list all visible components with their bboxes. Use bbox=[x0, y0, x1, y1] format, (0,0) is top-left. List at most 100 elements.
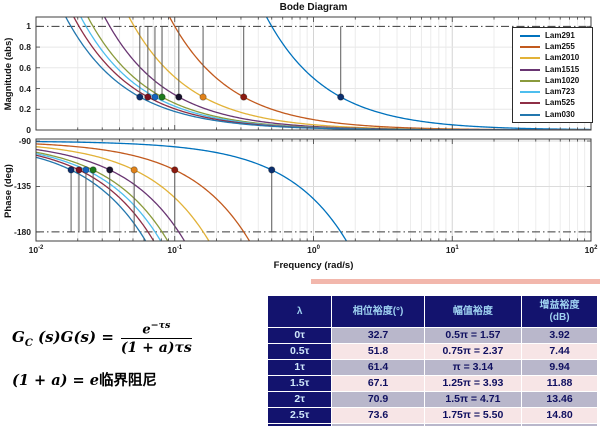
table-cell: 14.80 bbox=[521, 407, 598, 424]
legend-line-swatch bbox=[520, 102, 540, 105]
x-tick-label: 101 bbox=[445, 245, 459, 255]
formula-numerator: e−τs bbox=[120, 320, 192, 340]
legend-line-swatch bbox=[520, 57, 540, 60]
legend-label: Lam1020 bbox=[545, 75, 580, 85]
phase-curve-lam291 bbox=[36, 140, 348, 241]
table-row-header: 0.5τ bbox=[266, 343, 333, 360]
bode-svg bbox=[35, 16, 592, 242]
table-row: 0τ 32.7 0.5π = 1.57 3.92 bbox=[266, 327, 598, 344]
table-cell: 1.75π = 5.50 bbox=[423, 407, 523, 424]
margins-table: λ 相位裕度(°) 幅值裕度 增益裕度 (dB) 0τ 32.7 0.5π = 1.57 3.… bbox=[266, 295, 598, 426]
formula-fraction: e−τs (1 + a)τs bbox=[120, 320, 192, 357]
phase-margin-marker-lam2010 bbox=[130, 166, 138, 174]
table-cell: 9.94 bbox=[521, 359, 598, 376]
table-header-cell: 幅值裕度 bbox=[423, 295, 523, 328]
formula-denominator: (1 + a)τs bbox=[120, 340, 192, 357]
plot-title: Bode Diagram bbox=[279, 2, 348, 13]
gain-margin-marker-lam1515 bbox=[175, 93, 183, 101]
formula-line1: GC (s)G(s) = e−τs (1 + a)τs bbox=[12, 320, 252, 356]
y-tick-label: 0.4 bbox=[19, 83, 31, 94]
legend: Lam291 Lam255 Lam2010 Lam1515 Lam1020 Lam723 L… bbox=[512, 27, 593, 124]
legend-item-lam255: Lam255 bbox=[513, 41, 592, 52]
phase-curves bbox=[36, 140, 348, 241]
y-tick-label: -180 bbox=[13, 226, 31, 237]
phase-margin-marker-lam1515 bbox=[106, 166, 114, 174]
tick-marks bbox=[35, 17, 592, 241]
margin-markers bbox=[67, 93, 345, 174]
table-cell: 51.8 bbox=[331, 343, 425, 360]
transfer-function-formula: GC (s)G(s) = e−τs (1 + a)τs (1 + a) = e临… bbox=[12, 320, 252, 390]
table-row-header: 1.5τ bbox=[266, 375, 333, 392]
table-header-cell: 增益裕度 (dB) bbox=[521, 295, 598, 328]
legend-item-lam1515: Lam1515 bbox=[513, 64, 592, 75]
phase-curve-lam723 bbox=[36, 152, 162, 241]
table-row: 2.5τ 73.6 1.75π = 5.50 14.80 bbox=[266, 407, 598, 424]
phase-curve-lam2010 bbox=[36, 146, 210, 241]
table-cell: 67.1 bbox=[331, 375, 425, 392]
table-cell: π = 3.14 bbox=[423, 359, 523, 376]
gain-margin-marker-lam1020 bbox=[158, 93, 166, 101]
gain-margin-marker-lam723 bbox=[151, 93, 159, 101]
table-row-header: 2.5τ bbox=[266, 407, 333, 424]
legend-line-swatch bbox=[520, 45, 540, 48]
decor-strip bbox=[311, 279, 600, 284]
table-header-cell: 相位裕度(°) bbox=[331, 295, 425, 328]
phase-margin-marker-lam525 bbox=[75, 166, 83, 174]
x-tick-label: 10-2 bbox=[28, 245, 44, 255]
legend-item-lam1020: Lam1020 bbox=[513, 75, 592, 86]
gain-margin-marker-lam2010 bbox=[199, 93, 207, 101]
table-row-header: 2τ bbox=[266, 391, 333, 408]
phase-margin-marker-lam291 bbox=[268, 166, 276, 174]
table-cell: 11.88 bbox=[521, 375, 598, 392]
phase-curve-lam1515 bbox=[36, 148, 186, 241]
phase-curve-lam525 bbox=[36, 154, 155, 241]
phase-curve-lam030 bbox=[36, 156, 147, 241]
legend-label: Lam255 bbox=[545, 41, 575, 51]
table-cell: 61.4 bbox=[331, 359, 425, 376]
x-tick-label: 102 bbox=[584, 245, 598, 255]
table-row-header: 1τ bbox=[266, 359, 333, 376]
legend-label: Lam291 bbox=[545, 30, 575, 40]
table-cell: 73.6 bbox=[331, 407, 425, 424]
legend-item-lam291: Lam291 bbox=[513, 30, 592, 41]
phase-margin-marker-lam723 bbox=[82, 166, 90, 174]
table-cell: 7.44 bbox=[521, 343, 598, 360]
magnitude-curve-lam291 bbox=[265, 17, 591, 130]
legend-label: Lam1515 bbox=[545, 64, 580, 74]
phase-curve-lam1020 bbox=[36, 151, 169, 241]
gain-margin-marker-lam255 bbox=[240, 93, 248, 101]
y-tick-label: 1 bbox=[26, 21, 31, 32]
legend-line-swatch bbox=[520, 79, 540, 82]
legend-line-swatch bbox=[520, 68, 540, 71]
phase-margin-marker-lam255 bbox=[171, 166, 179, 174]
phase-margin-marker-lam030 bbox=[67, 166, 75, 174]
table-cell: 32.7 bbox=[331, 327, 425, 344]
legend-item-lam030: Lam030 bbox=[513, 109, 592, 120]
margins-table-wrap: λ 相位裕度(°) 幅值裕度 增益裕度 (dB) 0τ 32.7 0.5π = 1.57 3.… bbox=[266, 295, 598, 426]
table-cell: 13.46 bbox=[521, 391, 598, 408]
formula-lhs: GC (s)G(s) = bbox=[12, 327, 114, 349]
y-tick-label: -135 bbox=[13, 181, 31, 192]
phase-margin-marker-lam1020 bbox=[89, 166, 97, 174]
margin-stems bbox=[70, 26, 342, 232]
y-tick-label: -90 bbox=[18, 136, 31, 147]
table-header-cell: λ bbox=[266, 295, 333, 328]
x-tick-label: 10-1 bbox=[167, 245, 183, 255]
y-tick-label: 0 bbox=[26, 125, 31, 135]
legend-label: Lam525 bbox=[545, 98, 575, 108]
legend-line-swatch bbox=[520, 113, 540, 116]
legend-label: Lam2010 bbox=[545, 53, 580, 63]
legend-label: Lam723 bbox=[545, 87, 575, 97]
gain-margin-marker-lam525 bbox=[144, 93, 152, 101]
legend-item-lam525: Lam525 bbox=[513, 98, 592, 109]
gain-margin-marker-lam291 bbox=[337, 93, 345, 101]
y-tick-label: 0.6 bbox=[19, 62, 31, 73]
frequency-axis-label: Frequency (rad/s) bbox=[273, 260, 354, 271]
table-row: 1τ 61.4 π = 3.14 9.94 bbox=[266, 359, 598, 376]
table-cell: 0.75π = 2.37 bbox=[423, 343, 523, 360]
table-header-row: λ 相位裕度(°) 幅值裕度 增益裕度 (dB) bbox=[266, 295, 598, 328]
table-cell: 1.25π = 3.93 bbox=[423, 375, 523, 392]
phase-curve-lam255 bbox=[36, 143, 251, 241]
y-tick-label: 0.8 bbox=[19, 42, 31, 53]
